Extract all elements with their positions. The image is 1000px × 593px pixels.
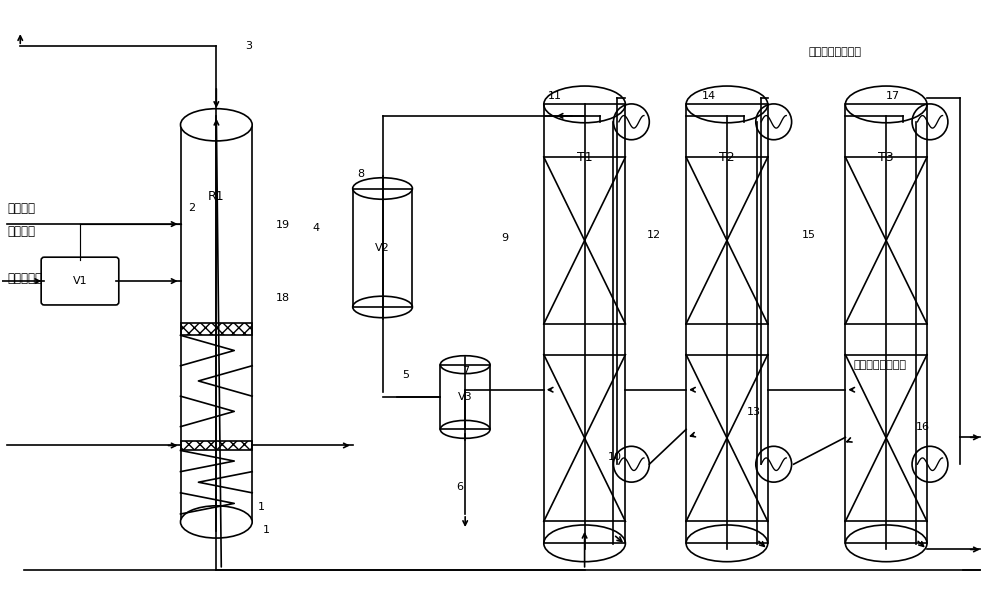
Text: 19: 19 bbox=[276, 221, 290, 230]
Text: 17: 17 bbox=[886, 91, 900, 101]
Text: V2: V2 bbox=[375, 243, 390, 253]
Text: 14: 14 bbox=[702, 91, 716, 101]
Text: V3: V3 bbox=[458, 392, 472, 402]
Text: 工业级碳酸乙烯酯: 工业级碳酸乙烯酯 bbox=[853, 360, 906, 369]
Text: 新鲜催化剂: 新鲜催化剂 bbox=[7, 272, 42, 285]
Bar bbox=[686, 104, 768, 543]
Text: 1: 1 bbox=[263, 525, 270, 535]
Text: 9: 9 bbox=[501, 233, 509, 243]
Text: T1: T1 bbox=[577, 151, 592, 164]
Bar bbox=[181, 441, 252, 451]
Text: 10: 10 bbox=[607, 452, 621, 462]
Text: 7: 7 bbox=[462, 366, 469, 375]
Text: 3: 3 bbox=[246, 41, 253, 51]
Text: V1: V1 bbox=[73, 276, 87, 286]
Text: 16: 16 bbox=[916, 422, 930, 432]
Text: 二氧化碳: 二氧化碳 bbox=[7, 202, 35, 215]
Text: 1: 1 bbox=[258, 502, 265, 512]
Text: 13: 13 bbox=[747, 407, 761, 417]
Text: 2: 2 bbox=[188, 203, 195, 213]
Text: 12: 12 bbox=[647, 230, 661, 240]
Text: 电子级碳酸乙烯酯: 电子级碳酸乙烯酯 bbox=[809, 47, 862, 57]
Text: R1: R1 bbox=[208, 190, 225, 203]
Bar bbox=[544, 104, 625, 543]
Text: 11: 11 bbox=[548, 91, 562, 101]
Bar bbox=[353, 189, 412, 307]
Bar bbox=[440, 365, 490, 429]
Ellipse shape bbox=[181, 506, 252, 538]
Text: 15: 15 bbox=[802, 230, 816, 240]
Text: 6: 6 bbox=[457, 482, 464, 492]
Text: 18: 18 bbox=[276, 293, 290, 303]
Text: 8: 8 bbox=[357, 168, 364, 178]
Bar bbox=[181, 323, 252, 335]
Text: 环氧乙烷: 环氧乙烷 bbox=[7, 225, 35, 238]
Text: 4: 4 bbox=[312, 224, 319, 233]
Bar bbox=[845, 104, 927, 543]
Text: 5: 5 bbox=[402, 369, 409, 380]
Bar bbox=[181, 125, 252, 522]
Text: T2: T2 bbox=[719, 151, 735, 164]
Text: T3: T3 bbox=[878, 151, 894, 164]
Ellipse shape bbox=[181, 109, 252, 141]
